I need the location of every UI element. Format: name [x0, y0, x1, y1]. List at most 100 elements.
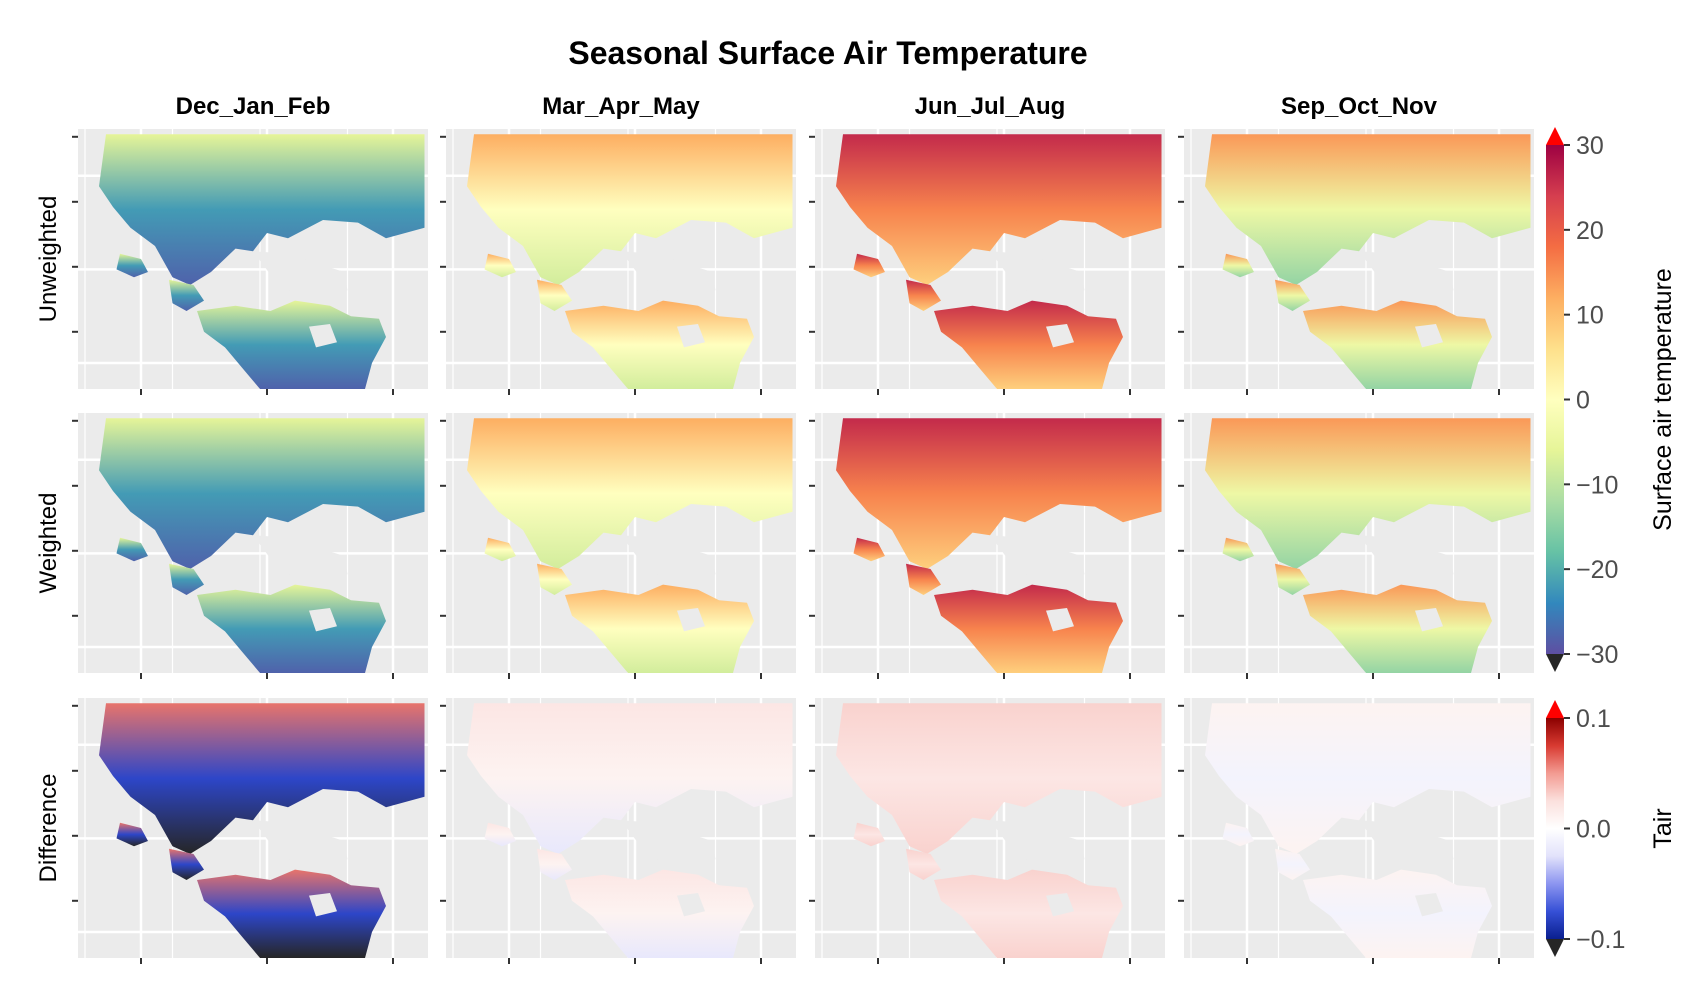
map-panel [809, 129, 1165, 395]
colorbar-tick-label: 10 [1576, 302, 1604, 330]
land-region [537, 848, 572, 880]
map-panel [440, 129, 796, 395]
land-region [1205, 134, 1531, 285]
land-region [1222, 537, 1254, 562]
map-panel [1178, 129, 1534, 395]
colorbars: 30 20 10 0 −10 −20 −30 Surface air temperature 0… [1546, 127, 1677, 957]
map-panel [1178, 413, 1534, 679]
map-panel [72, 129, 428, 395]
colorbar-tick-label: 0.0 [1576, 816, 1611, 844]
land-region [853, 537, 885, 562]
map-panel [440, 698, 796, 964]
land-region [197, 300, 386, 389]
colorbar-tick-label: 0 [1576, 387, 1590, 415]
land-region [1275, 563, 1310, 595]
land-region [116, 822, 148, 847]
land-region [1303, 869, 1492, 958]
colorbar-tick-label: −0.1 [1576, 926, 1625, 954]
colorbar-low-extend [1546, 939, 1564, 957]
land-region [906, 279, 941, 311]
column-title: Dec_Jan_Feb [176, 93, 331, 120]
water-region [1046, 893, 1074, 917]
water-region [677, 324, 705, 348]
land-region [467, 134, 793, 285]
land-region [934, 869, 1123, 958]
colorbar-low-extend [1546, 654, 1564, 672]
land-region [1275, 848, 1310, 880]
water-region [990, 251, 1085, 296]
water-region [253, 820, 348, 865]
land-region [1275, 279, 1310, 311]
water-region [1046, 608, 1074, 632]
colorbar-tick-label: 20 [1576, 217, 1604, 245]
colorbar-tick-label: 0.1 [1576, 705, 1611, 733]
land-region [99, 703, 425, 854]
water-region [621, 820, 716, 865]
land-region [836, 134, 1162, 285]
land-region [484, 822, 516, 847]
land-region [1222, 822, 1254, 847]
colorbar-tick-label: −10 [1576, 471, 1618, 499]
row-title: Unweighted [35, 196, 62, 323]
colorbar-high-extend [1546, 700, 1564, 718]
map-panels [72, 129, 1534, 964]
land-region [853, 822, 885, 847]
water-region [677, 893, 705, 917]
water-region [1359, 820, 1454, 865]
land-region [537, 563, 572, 595]
colorbar-temperature: 30 20 10 0 −10 −20 −30 Surface air temperature [1546, 127, 1677, 672]
map-panel [809, 413, 1165, 679]
water-region [990, 820, 1085, 865]
map-panel [72, 698, 428, 964]
water-region [621, 535, 716, 580]
land-region [99, 134, 425, 285]
land-region [197, 584, 386, 673]
land-region [484, 537, 516, 562]
water-region [253, 535, 348, 580]
land-region [565, 869, 754, 958]
land-region [836, 418, 1162, 569]
water-region [1415, 324, 1443, 348]
land-region [116, 537, 148, 562]
water-region [1415, 893, 1443, 917]
land-region [836, 703, 1162, 854]
water-region [1359, 251, 1454, 296]
colorbar-tick-label: −20 [1576, 556, 1618, 584]
column-title: Jun_Jul_Aug [915, 93, 1066, 120]
water-region [309, 608, 337, 632]
colorbar-tick-label: 30 [1576, 132, 1604, 160]
map-panel [440, 413, 796, 679]
row-title: Weighted [35, 493, 62, 594]
colorbar-label: Surface air temperature [1649, 268, 1677, 531]
land-region [934, 300, 1123, 389]
water-region [309, 324, 337, 348]
water-region [253, 251, 348, 296]
water-region [309, 893, 337, 917]
row-titles: Unweighted Weighted Difference [35, 196, 62, 883]
land-region [169, 563, 204, 595]
land-region [1205, 418, 1531, 569]
land-region [1205, 703, 1531, 854]
land-region [565, 584, 754, 673]
land-region [467, 703, 793, 854]
land-region [99, 418, 425, 569]
land-region [565, 300, 754, 389]
land-region [1303, 300, 1492, 389]
land-region [169, 279, 204, 311]
land-region [484, 253, 516, 278]
land-region [197, 869, 386, 958]
map-panel [72, 413, 428, 679]
land-region [1303, 584, 1492, 673]
land-region [537, 279, 572, 311]
colorbar-difference: 0.1 0.0 −0.1 Tair [1546, 700, 1677, 957]
map-panel [1178, 698, 1534, 964]
colorbar-label: Tair [1649, 808, 1677, 848]
water-region [1415, 608, 1443, 632]
land-region [116, 253, 148, 278]
water-region [1046, 324, 1074, 348]
colorbar-tick-label: −30 [1576, 641, 1618, 669]
land-region [1222, 253, 1254, 278]
chart-title: Seasonal Surface Air Temperature [568, 35, 1087, 71]
land-region [853, 253, 885, 278]
